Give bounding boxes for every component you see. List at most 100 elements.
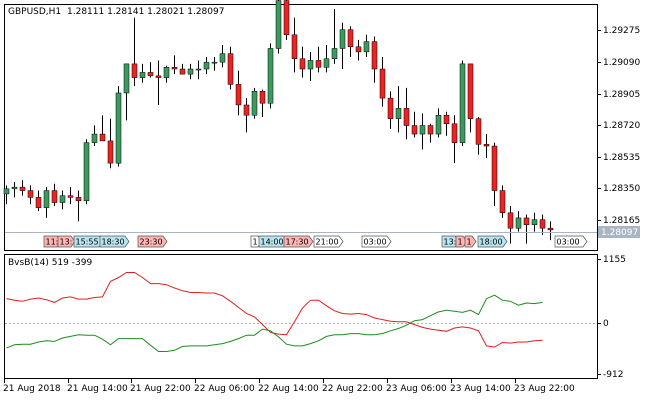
- candle-body-bull: [139, 72, 146, 78]
- candle[interactable]: [523, 214, 530, 244]
- candle[interactable]: [363, 34, 370, 58]
- candle[interactable]: [299, 46, 306, 78]
- candle[interactable]: [19, 180, 26, 196]
- price-tick: 1.29275: [603, 26, 640, 36]
- candle-body-bull: [251, 91, 258, 116]
- candle[interactable]: [411, 111, 418, 138]
- candle[interactable]: [227, 46, 234, 90]
- candle-body-bull: [43, 190, 50, 208]
- candle[interactable]: [539, 214, 546, 236]
- candle[interactable]: [243, 98, 250, 133]
- candle[interactable]: [171, 55, 178, 75]
- candle[interactable]: [347, 26, 354, 58]
- candle-body-bear: [155, 75, 162, 78]
- candle[interactable]: [355, 39, 362, 61]
- price-axis[interactable]: 1.29275 1.29090 1.28905 1.28720 1.28535 …: [597, 26, 640, 238]
- candle[interactable]: [195, 60, 202, 80]
- event-tag: 18:00: [477, 235, 508, 248]
- candle-body-bear: [259, 91, 266, 104]
- candle[interactable]: [515, 211, 522, 232]
- event-tag-shape: [57, 235, 76, 248]
- candle[interactable]: [155, 60, 162, 105]
- candle[interactable]: [235, 70, 242, 116]
- candle[interactable]: [387, 91, 394, 129]
- candle[interactable]: [51, 183, 58, 206]
- event-tag-shape: [283, 235, 314, 248]
- candle[interactable]: [499, 185, 506, 218]
- candle-body-bull: [11, 186, 18, 190]
- candle-body-bear: [283, 0, 290, 36]
- candle[interactable]: [267, 43, 274, 109]
- candle[interactable]: [275, 0, 282, 54]
- time-axis[interactable]: 21 Aug 2018 21 Aug 14:00 21 Aug 22:00 22…: [3, 379, 575, 394]
- candle[interactable]: [91, 125, 98, 147]
- candle-body-bear: [99, 133, 106, 142]
- candle[interactable]: [203, 57, 210, 75]
- candle[interactable]: [379, 57, 386, 107]
- time-tick: 23 Aug 14:00: [450, 384, 511, 394]
- candle[interactable]: [419, 113, 426, 150]
- candle[interactable]: [531, 212, 538, 232]
- candle[interactable]: [211, 57, 218, 71]
- candle-body-bull: [395, 108, 402, 119]
- candle[interactable]: [547, 221, 554, 241]
- candle[interactable]: [131, 17, 138, 87]
- candle[interactable]: [187, 63, 194, 80]
- candle[interactable]: [107, 118, 114, 169]
- candle[interactable]: [27, 185, 34, 205]
- candle[interactable]: [331, 9, 338, 64]
- candle-body-bull: [435, 114, 442, 135]
- candle[interactable]: [123, 63, 130, 121]
- candle[interactable]: [219, 45, 226, 68]
- candle[interactable]: [139, 63, 146, 83]
- candle-body-bear: [131, 63, 138, 78]
- candle[interactable]: [179, 63, 186, 75]
- candle[interactable]: [283, 0, 290, 40]
- candle[interactable]: [451, 115, 458, 164]
- candle[interactable]: [475, 116, 482, 155]
- candle[interactable]: [323, 45, 330, 73]
- candle[interactable]: [491, 142, 498, 206]
- candle[interactable]: [67, 187, 74, 205]
- candle[interactable]: [83, 139, 90, 205]
- candle[interactable]: [507, 205, 514, 244]
- candle[interactable]: [35, 190, 42, 212]
- time-tick: 22 Aug 22:00: [322, 384, 383, 394]
- candle[interactable]: [435, 108, 442, 138]
- candle[interactable]: [443, 111, 450, 136]
- candle-body-bull: [275, 0, 282, 49]
- candle[interactable]: [483, 134, 490, 159]
- candle[interactable]: [459, 60, 466, 147]
- event-tag-text: 11:: [46, 238, 59, 247]
- candle[interactable]: [339, 22, 346, 70]
- event-tag-text: 15:55: [76, 238, 99, 247]
- candle[interactable]: [427, 123, 434, 143]
- candle[interactable]: [315, 46, 322, 73]
- time-tick: 21 Aug 14:00: [67, 384, 128, 394]
- event-tag-shape: [137, 235, 168, 248]
- candle[interactable]: [291, 17, 298, 73]
- candle[interactable]: [163, 65, 170, 83]
- candle[interactable]: [115, 86, 122, 167]
- candle[interactable]: [3, 185, 10, 205]
- candle-body-bull: [115, 92, 122, 164]
- candle[interactable]: [395, 86, 402, 133]
- candle-body-bull: [331, 48, 338, 59]
- candle[interactable]: [43, 187, 50, 218]
- symbol-label: GBPUSD,H1: [8, 7, 61, 17]
- candle[interactable]: [147, 62, 154, 78]
- candles[interactable]: [3, 0, 554, 244]
- candle[interactable]: [467, 63, 474, 133]
- candle[interactable]: [371, 36, 378, 83]
- candle[interactable]: [307, 51, 314, 81]
- candle-body-bear: [499, 190, 506, 214]
- candle[interactable]: [251, 87, 258, 119]
- candle[interactable]: [75, 190, 82, 222]
- ohlc-values: 1.28111 1.28141 1.28021 1.28097: [67, 7, 224, 17]
- candle[interactable]: [259, 89, 266, 117]
- candle[interactable]: [59, 190, 66, 210]
- candle[interactable]: [11, 181, 18, 198]
- candle[interactable]: [403, 87, 410, 140]
- candle[interactable]: [99, 115, 106, 142]
